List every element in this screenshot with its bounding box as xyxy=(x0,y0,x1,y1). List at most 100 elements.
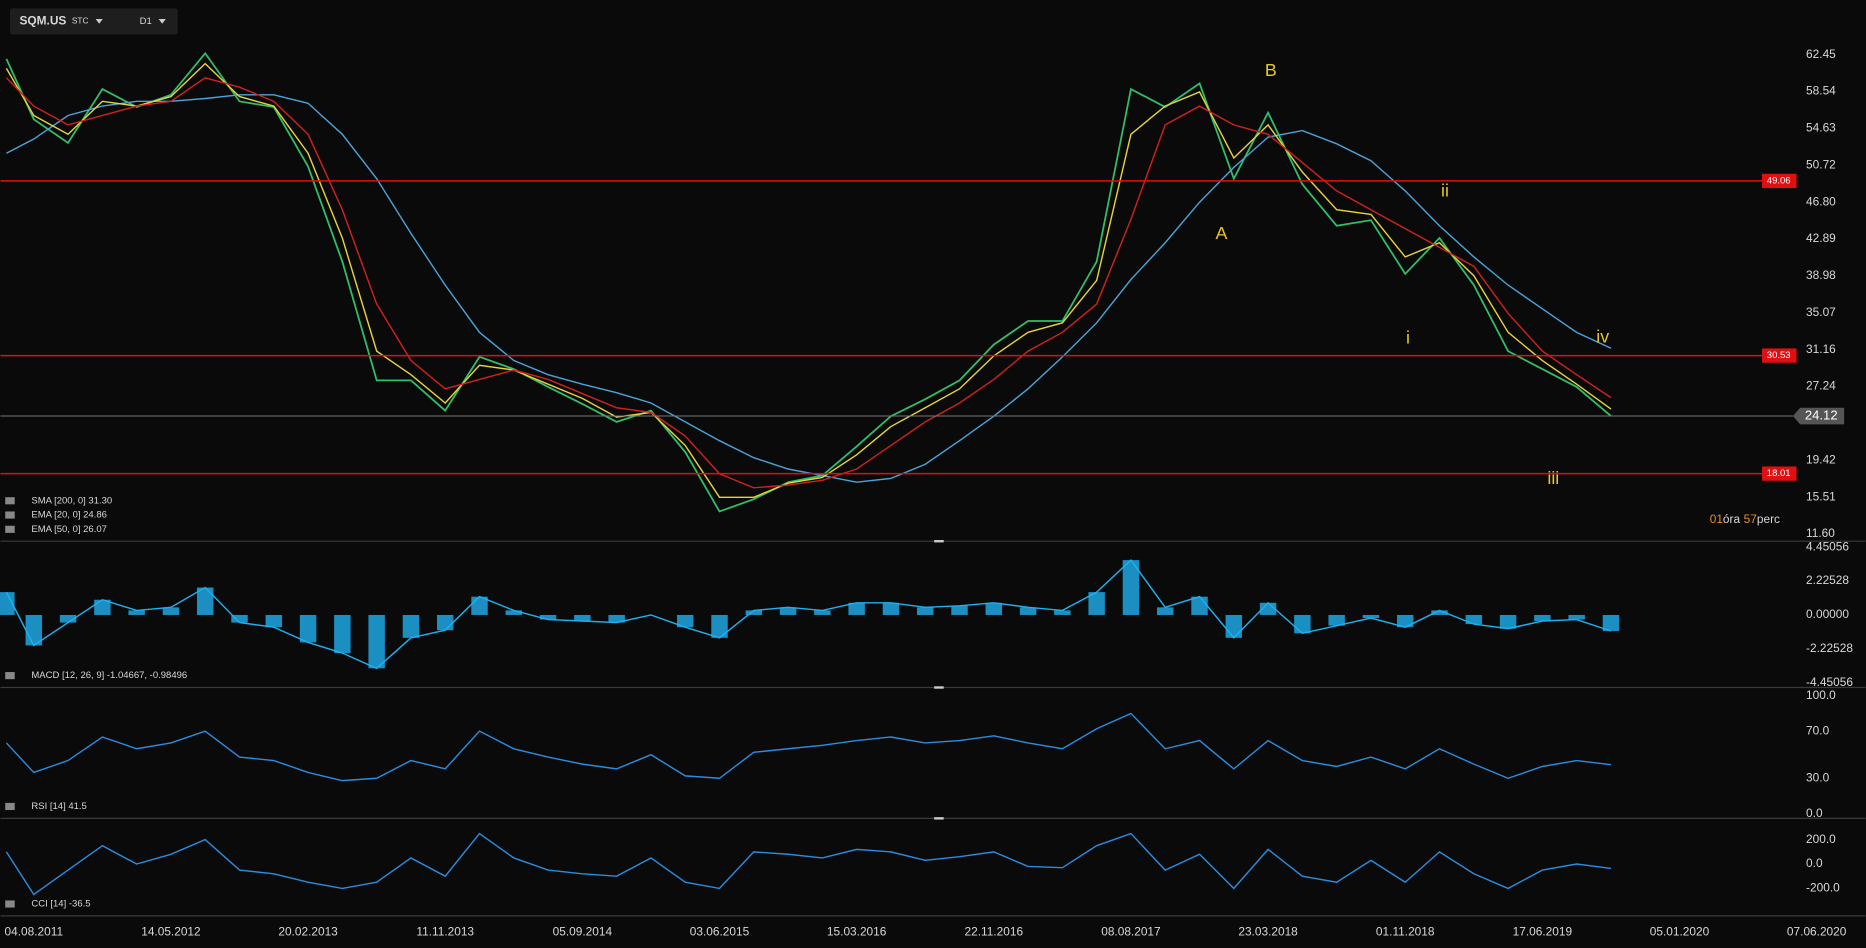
wave-label: B xyxy=(1265,60,1277,80)
x-tick-label: 05.01.2020 xyxy=(1650,925,1710,939)
y-tick-label: 0.0 xyxy=(1806,856,1823,870)
x-tick-label: 22.11.2016 xyxy=(965,925,1024,939)
timeframe[interactable]: D1 xyxy=(140,16,152,27)
last-price-label: 24.12 xyxy=(1805,407,1838,422)
x-tick-label: 07.06.2020 xyxy=(1787,925,1847,939)
x-tick-label: 14.05.2012 xyxy=(141,925,200,939)
histogram-bar xyxy=(128,610,145,615)
histogram-bar xyxy=(1431,610,1448,615)
histogram-bar xyxy=(1328,614,1345,626)
y-tick-label: -200.0 xyxy=(1806,881,1840,895)
legend-entry: EMA [50, 0] 26.07 xyxy=(31,524,107,535)
series-line xyxy=(5,51,1612,513)
y-tick-label: 62.45 xyxy=(1806,47,1836,61)
dropdown-arrow[interactable] xyxy=(95,19,103,24)
y-tick-label: 42.89 xyxy=(1806,231,1836,245)
y-tick-label: -4.45056 xyxy=(1806,675,1853,689)
histogram-bar xyxy=(1156,607,1174,615)
histogram-bar xyxy=(1054,610,1071,615)
histogram-bar xyxy=(711,614,728,638)
wave-label: i xyxy=(1406,328,1410,348)
histogram-bar xyxy=(1602,614,1620,631)
symbol[interactable]: SQM.US xyxy=(19,14,66,28)
legend-entry: MACD [12, 26, 9] -1.04667, -0.98496 xyxy=(31,670,187,681)
x-tick-label: 08.08.2017 xyxy=(1101,925,1160,939)
legend-icon xyxy=(5,525,15,533)
histogram-bar xyxy=(1362,614,1380,619)
histogram-bar xyxy=(814,610,831,615)
y-tick-label: 38.98 xyxy=(1806,268,1836,282)
last-price-tag xyxy=(1792,407,1845,425)
histogram-bar xyxy=(779,607,797,615)
legend-entry: RSI [14] 41.5 xyxy=(31,801,86,812)
y-tick-label: 27.24 xyxy=(1806,379,1836,393)
histogram-bar xyxy=(1019,607,1037,615)
histogram-bar xyxy=(1294,614,1311,634)
histogram-bar xyxy=(1122,560,1140,615)
wave-label: iii xyxy=(1547,468,1559,488)
x-tick-label: 11.11.2013 xyxy=(416,925,474,939)
y-tick-label: 2.22528 xyxy=(1806,573,1849,587)
countdown-unit: óra xyxy=(1723,512,1741,526)
exchange[interactable]: STC xyxy=(72,16,89,26)
histogram-bar xyxy=(848,602,865,615)
y-tick-label: 15.51 xyxy=(1806,489,1836,503)
countdown-unit: perc xyxy=(1757,512,1780,526)
level-label: 30.53 xyxy=(1767,350,1791,361)
legend-entry: EMA [20, 0] 24.86 xyxy=(31,510,107,521)
histogram-bar xyxy=(1534,614,1551,622)
symbol-bar[interactable] xyxy=(9,8,178,35)
histogram-bar xyxy=(574,614,591,622)
y-tick-label: 70.0 xyxy=(1806,723,1830,737)
series-line xyxy=(5,559,1612,670)
histogram-bar xyxy=(196,587,214,615)
y-tick-label: -2.22528 xyxy=(1806,641,1853,655)
y-tick-label: 54.63 xyxy=(1806,121,1836,135)
y-tick-label: 0.0 xyxy=(1806,806,1823,820)
histogram-bar xyxy=(539,614,557,620)
histogram-bar xyxy=(94,599,111,615)
histogram-bar xyxy=(1396,614,1414,628)
histogram-bar xyxy=(745,610,763,615)
histogram-bar xyxy=(608,614,625,623)
histogram-bar xyxy=(505,610,523,615)
dropdown-arrow[interactable] xyxy=(158,19,166,24)
y-tick-label: 0.00000 xyxy=(1806,607,1849,621)
x-tick-label: 20.02.2013 xyxy=(278,925,338,939)
y-tick-label: 11.60 xyxy=(1806,526,1835,540)
histogram-bar xyxy=(368,614,385,669)
histogram-bar xyxy=(402,614,420,638)
y-tick-label: 19.42 xyxy=(1806,452,1836,466)
histogram-bar xyxy=(1225,614,1243,638)
histogram-bar xyxy=(1191,596,1208,615)
wave-label: iv xyxy=(1596,327,1609,347)
series-line xyxy=(5,77,1612,489)
y-tick-label: 35.07 xyxy=(1806,305,1836,319)
legend-icon xyxy=(5,672,15,680)
countdown: 01óra 57perc xyxy=(1710,512,1780,526)
legend-icon xyxy=(5,497,15,505)
legend-icon xyxy=(5,900,15,908)
histogram-bar xyxy=(231,614,248,623)
y-tick-label: 46.80 xyxy=(1806,194,1836,208)
histogram-bar xyxy=(265,614,283,628)
x-tick-label: 01.11.2018 xyxy=(1376,925,1435,939)
x-tick-label: 05.09.2014 xyxy=(553,925,613,939)
histogram-bar xyxy=(882,602,900,615)
series-line xyxy=(6,94,1612,483)
level-tag xyxy=(1762,173,1797,189)
x-tick-label: 17.06.2019 xyxy=(1513,925,1573,939)
x-tick-label: 03.06.2015 xyxy=(690,925,750,939)
y-tick-label: 200.0 xyxy=(1806,832,1836,846)
series-line xyxy=(5,712,1612,782)
legend-icon xyxy=(5,511,15,519)
level-tag xyxy=(1762,466,1797,481)
wave-label: A xyxy=(1216,223,1228,243)
histogram-bar xyxy=(334,614,351,654)
y-tick-label: 100.0 xyxy=(1806,688,1836,702)
histogram-bar xyxy=(1568,614,1585,620)
series-line xyxy=(5,62,1612,499)
histogram-bar xyxy=(951,605,968,615)
